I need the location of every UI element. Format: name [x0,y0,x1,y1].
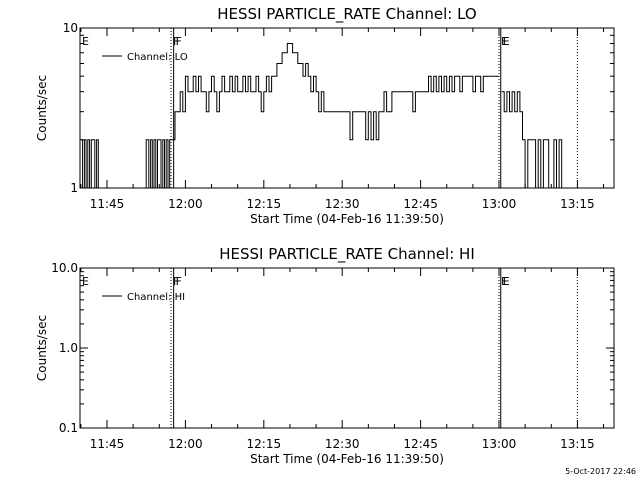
x-tick-label: 12:00 [168,197,203,211]
chart-title: HESSI PARTICLE_RATE Channel: HI [219,245,475,264]
y-tick-label: 10 [63,21,78,35]
chart-title: HESSI PARTICLE_RATE Channel: LO [217,5,476,24]
panel-0 [79,27,615,189]
x-tick-label: 13:00 [482,437,517,451]
flag-label: F [173,275,179,288]
legend-entry: Channel: HI [127,292,185,303]
x-tick-label: 12:30 [325,197,360,211]
y-axis-label: Counts/sec [35,75,49,141]
x-tick-label: 12:15 [247,437,282,451]
footer-timestamp: 5-Oct-2017 22:46 [565,467,636,476]
x-tick-label: 13:15 [560,197,595,211]
panel-1 [79,267,615,429]
legend-entry: Channel: LO [127,52,188,63]
x-tick-label: 12:45 [403,197,438,211]
series-line [501,91,567,189]
flag-label: E [501,275,508,288]
x-axis-label: Start Time (04-Feb-16 11:39:50) [250,452,444,466]
flag-label: E [82,35,89,48]
x-tick-label: 12:45 [403,437,438,451]
x-tick-label: 13:15 [560,437,595,451]
y-axis-label: Counts/sec [35,315,49,381]
flag-label: F [173,35,179,48]
flag-label: F [176,35,182,48]
flag-label: E [501,35,508,48]
y-tick-label: 1.0 [59,341,78,355]
flag-label: E [503,275,510,288]
y-tick-label: 1 [70,181,78,195]
x-axis-label: Start Time (04-Feb-16 11:39:50) [250,212,444,226]
x-tick-label: 12:30 [325,437,360,451]
series-line [80,43,499,189]
x-tick-label: 11:45 [90,197,125,211]
y-tick-label: 10.0 [51,261,78,275]
flag-label: F [176,275,182,288]
x-tick-label: 12:00 [168,437,203,451]
y-tick-label: 0.1 [59,421,78,435]
plot-frame [79,27,615,189]
flag-label: E [503,35,510,48]
x-tick-label: 11:45 [90,437,125,451]
x-tick-label: 13:00 [482,197,517,211]
flag-label: E [82,275,89,288]
x-tick-label: 12:15 [247,197,282,211]
